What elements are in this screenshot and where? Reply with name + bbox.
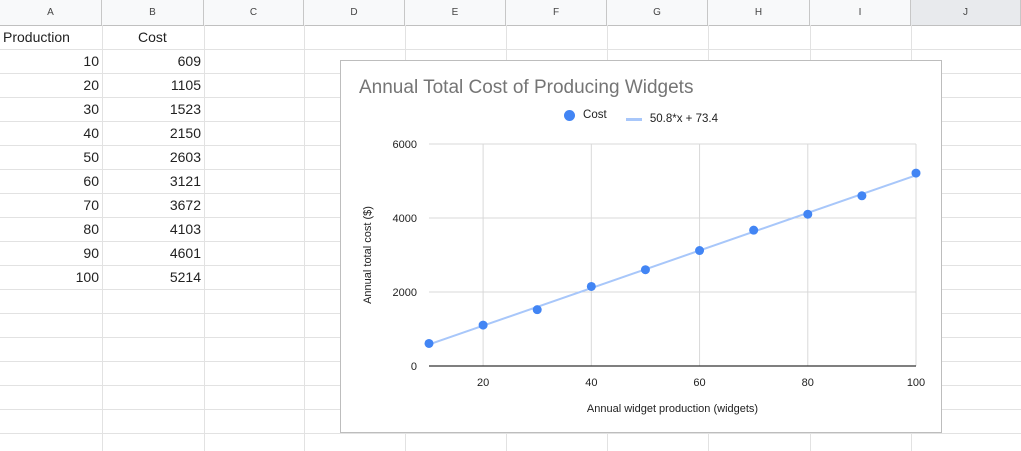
grid-column-line bbox=[204, 25, 205, 451]
header-cell[interactable]: Cost bbox=[138, 29, 167, 45]
table-cell[interactable]: 30 bbox=[83, 101, 99, 117]
table-cell[interactable]: 20 bbox=[83, 77, 99, 93]
table-cell[interactable]: 10 bbox=[83, 53, 99, 69]
plot-area: 0 2000 4000 6000 20 40 60 80 100 Annual widget pr… bbox=[362, 139, 925, 415]
grid-column-line bbox=[102, 25, 103, 451]
legend-label-trendline: 50.8*x + 73.4 bbox=[649, 113, 718, 125]
data-point bbox=[586, 281, 596, 291]
data-point bbox=[803, 209, 813, 219]
x-tick-label: 100 bbox=[907, 377, 925, 389]
chart-legend[interactable]: Cost 50.8*x + 73.4 bbox=[341, 109, 941, 125]
data-point bbox=[532, 305, 542, 315]
data-point bbox=[478, 320, 488, 330]
table-cell[interactable]: 100 bbox=[75, 269, 99, 285]
table-cell[interactable]: 1523 bbox=[169, 101, 201, 117]
y-tick-label: 4000 bbox=[393, 213, 417, 225]
column-header-i[interactable]: I bbox=[810, 0, 911, 25]
table-cell[interactable]: 40 bbox=[83, 125, 99, 141]
table-cell[interactable]: 3672 bbox=[169, 197, 201, 213]
table-cell[interactable]: 609 bbox=[177, 53, 201, 69]
header-cell[interactable]: Production bbox=[3, 29, 70, 45]
y-tick-label: 2000 bbox=[393, 287, 417, 299]
legend-line-icon bbox=[625, 117, 642, 121]
column-header-h[interactable]: H bbox=[708, 0, 810, 25]
table-cell[interactable]: 2603 bbox=[169, 149, 201, 165]
grid-column-line bbox=[304, 25, 305, 451]
legend-label-cost: Cost bbox=[583, 109, 607, 121]
table-cell[interactable]: 5214 bbox=[169, 269, 201, 285]
y-axis-label: Annual total cost ($) bbox=[362, 206, 374, 304]
data-point bbox=[424, 338, 434, 348]
column-header-e[interactable]: E bbox=[405, 0, 506, 25]
trendline bbox=[428, 174, 917, 346]
data-point bbox=[911, 168, 921, 178]
legend-item-trendline[interactable]: 50.8*x + 73.4 bbox=[625, 113, 718, 125]
column-header-a[interactable]: A bbox=[0, 0, 102, 25]
table-cell[interactable]: 50 bbox=[83, 149, 99, 165]
column-header-g[interactable]: G bbox=[607, 0, 708, 25]
table-cell[interactable]: 4103 bbox=[169, 221, 201, 237]
column-header-b[interactable]: B bbox=[102, 0, 204, 25]
table-cell[interactable]: 4601 bbox=[169, 245, 201, 261]
chart-title: Annual Total Cost of Producing Widgets bbox=[359, 77, 694, 98]
legend-dot-icon bbox=[564, 109, 576, 121]
table-cell[interactable]: 2150 bbox=[169, 125, 201, 141]
grid-row-line bbox=[0, 433, 1021, 434]
y-tick-label: 6000 bbox=[393, 139, 417, 151]
x-tick-label: 20 bbox=[477, 377, 489, 389]
data-point bbox=[695, 246, 705, 256]
column-header-c[interactable]: C bbox=[204, 0, 304, 25]
x-tick-label: 80 bbox=[802, 377, 814, 389]
data-point bbox=[640, 265, 650, 275]
table-cell[interactable]: 90 bbox=[83, 245, 99, 261]
data-point bbox=[857, 191, 867, 201]
column-header-f[interactable]: F bbox=[506, 0, 607, 25]
chart[interactable]: Annual Total Cost of Producing Widgets C… bbox=[340, 60, 942, 433]
data-point bbox=[749, 225, 759, 235]
y-tick-label: 0 bbox=[411, 361, 417, 373]
column-header-d[interactable]: D bbox=[304, 0, 405, 25]
table-cell[interactable]: 3121 bbox=[169, 173, 201, 189]
x-axis-label: Annual widget production (widgets) bbox=[587, 403, 758, 415]
grid-row-line bbox=[0, 49, 1021, 50]
x-tick-label: 60 bbox=[693, 377, 705, 389]
table-cell[interactable]: 60 bbox=[83, 173, 99, 189]
table-cell[interactable]: 80 bbox=[83, 221, 99, 237]
table-cell[interactable]: 1105 bbox=[170, 77, 201, 93]
table-cell[interactable]: 70 bbox=[83, 197, 99, 213]
legend-item-cost[interactable]: Cost bbox=[564, 109, 607, 121]
column-header-j[interactable]: J bbox=[911, 0, 1021, 25]
x-tick-label: 40 bbox=[585, 377, 597, 389]
